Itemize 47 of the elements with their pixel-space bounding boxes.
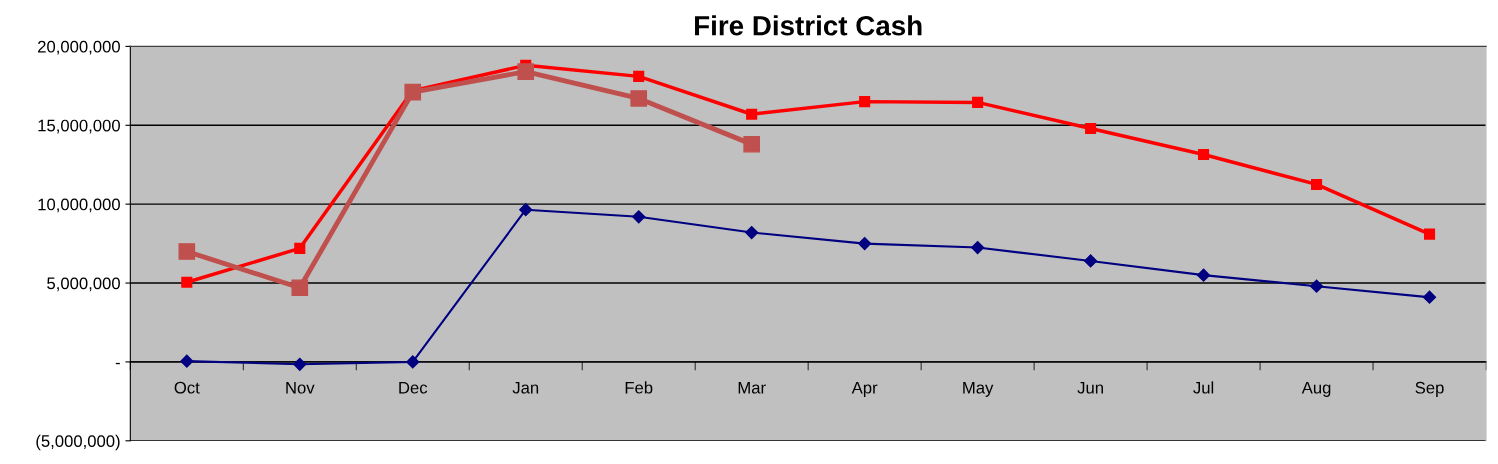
- y-tick-label: -: [115, 362, 120, 365]
- point: [178, 243, 196, 260]
- point: [1196, 268, 1211, 282]
- point: [971, 240, 985, 255]
- point: [517, 63, 535, 80]
- y-tick-label: 15,000,000: [38, 119, 120, 134]
- point: [1422, 290, 1437, 304]
- point: [1310, 178, 1323, 190]
- x-tick-label: Jan: [512, 381, 539, 394]
- point: [1085, 122, 1097, 134]
- y-tick-label: 5,000,000: [47, 277, 120, 292]
- y-tick-label: 10,000,000: [38, 198, 120, 213]
- y-tick-label: (5,000,000): [36, 434, 120, 451]
- point: [746, 108, 758, 120]
- point: [404, 83, 422, 101]
- point: [1084, 254, 1098, 268]
- point: [745, 225, 759, 240]
- x-tick-label: Mar: [738, 381, 766, 394]
- x-tick-label: Oct: [174, 381, 200, 394]
- point: [1423, 228, 1436, 240]
- point: [632, 210, 646, 224]
- point: [294, 242, 306, 254]
- chart-title: Fire District Cash: [695, 15, 922, 36]
- point: [291, 279, 309, 297]
- x-tick-label: May: [963, 381, 994, 397]
- point: [633, 70, 645, 82]
- point: [293, 357, 307, 371]
- x-tick-label: Dec: [399, 381, 428, 394]
- point: [858, 237, 872, 251]
- point: [859, 96, 871, 108]
- point: [743, 135, 761, 153]
- y-tick-label: 20,000,000: [38, 40, 120, 55]
- point: [519, 203, 533, 217]
- point: [406, 355, 420, 369]
- point: [181, 276, 193, 288]
- x-tick-label: Nov: [286, 381, 315, 394]
- point: [630, 90, 648, 107]
- x-tick-label: Jul: [1193, 381, 1214, 394]
- x-tick-label: Feb: [625, 381, 653, 394]
- point: [972, 96, 984, 108]
- x-tick-label: Aug: [1301, 381, 1331, 397]
- point: [180, 354, 194, 368]
- point: [1198, 148, 1210, 161]
- x-tick-label: Sep: [1415, 381, 1444, 397]
- point: [1309, 279, 1324, 293]
- x-tick-label: Jun: [1077, 381, 1103, 394]
- x-tick-label: Apr: [851, 381, 878, 397]
